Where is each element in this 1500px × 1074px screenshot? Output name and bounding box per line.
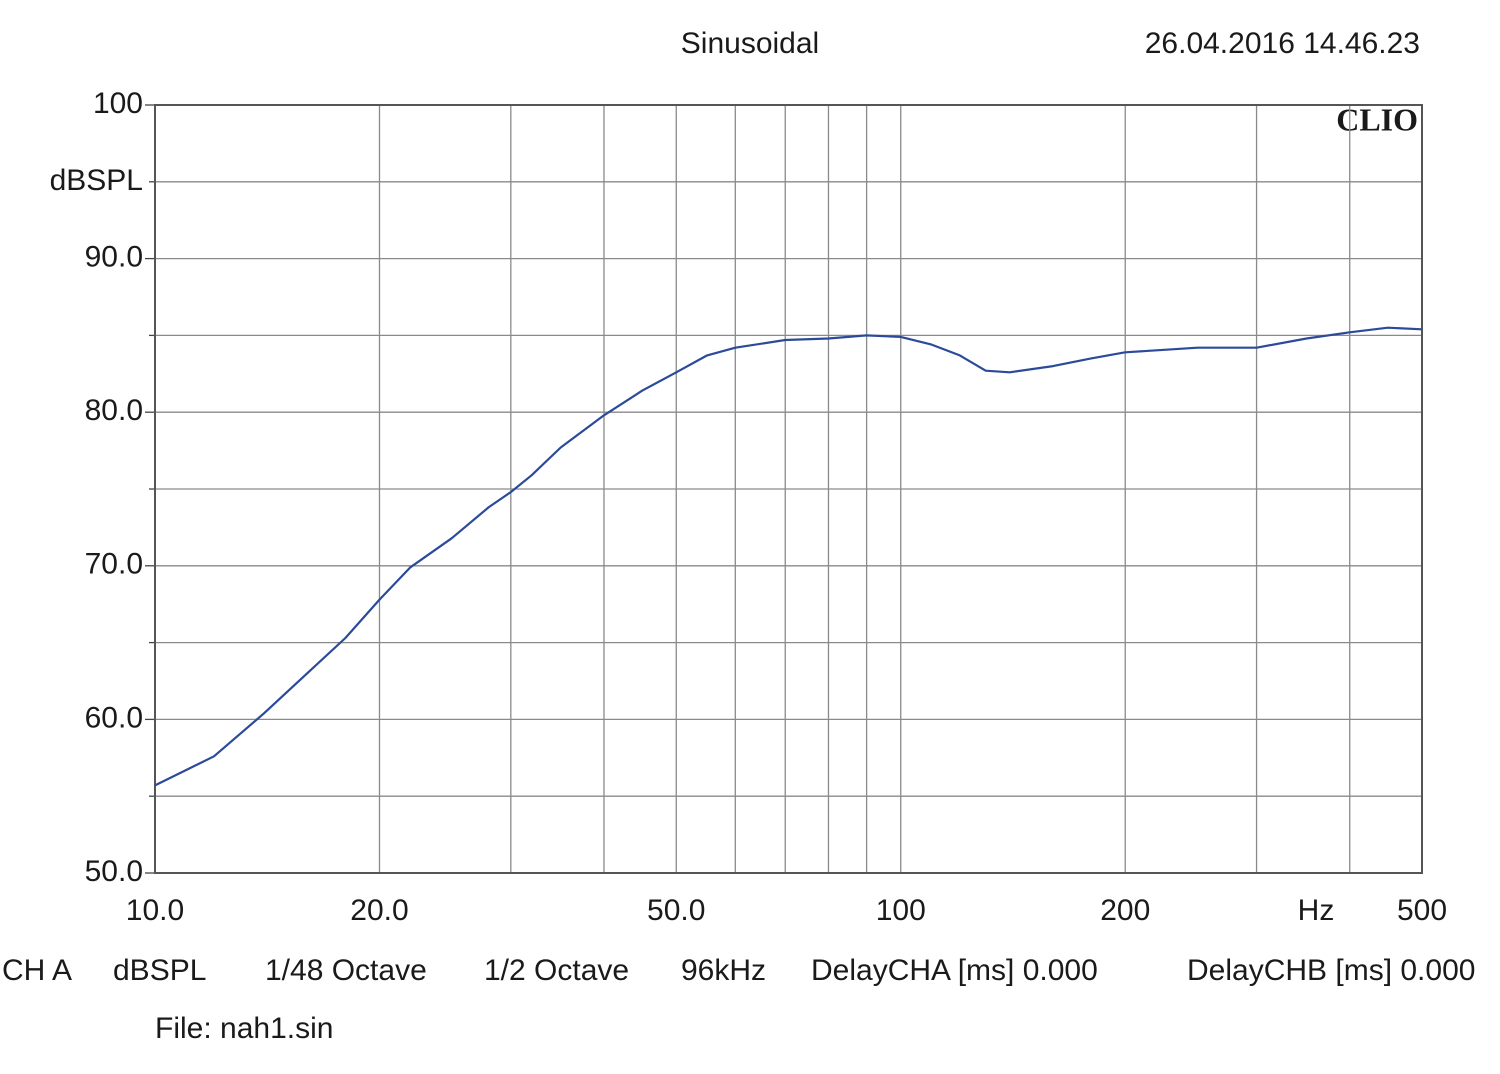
footer-item: DelayCHB [ms] 0.000	[1187, 954, 1475, 987]
footer-item: CH A	[2, 954, 72, 987]
x-tick-label: 50.0	[647, 894, 705, 927]
x-tick-label: 100	[876, 894, 926, 927]
x-axis-label: Hz	[1298, 894, 1335, 927]
x-tick-label: 10.0	[126, 894, 184, 927]
x-tick-label: 500	[1397, 894, 1447, 927]
line-series	[154, 326, 1423, 787]
footer-item: DelayCHA [ms] 0.000	[811, 954, 1098, 987]
footer-item: 1/2 Octave	[484, 954, 629, 987]
y-axis-label: dBSPL	[50, 164, 143, 197]
y-tick-label: 50.0	[85, 855, 143, 888]
footer-item: 1/48 Octave	[265, 954, 427, 987]
footer-item: dBSPL	[113, 954, 206, 987]
chart-title: Sinusoidal	[681, 27, 819, 60]
x-tick-label: 200	[1100, 894, 1150, 927]
footer-item: 96kHz	[681, 954, 766, 987]
y-tick-label: 70.0	[85, 548, 143, 581]
y-tick-label: 60.0	[85, 701, 143, 734]
plot-frame	[154, 104, 1423, 874]
file-label: File: nah1.sin	[155, 1012, 333, 1045]
y-tick-label: 100	[93, 87, 143, 120]
y-tick-label: 90.0	[85, 241, 143, 274]
y-tick-label: 80.0	[85, 394, 143, 427]
watermark: CLIO	[1336, 101, 1418, 137]
timestamp: 26.04.2016 14.46.23	[1145, 27, 1420, 60]
x-tick-label: 20.0	[350, 894, 408, 927]
